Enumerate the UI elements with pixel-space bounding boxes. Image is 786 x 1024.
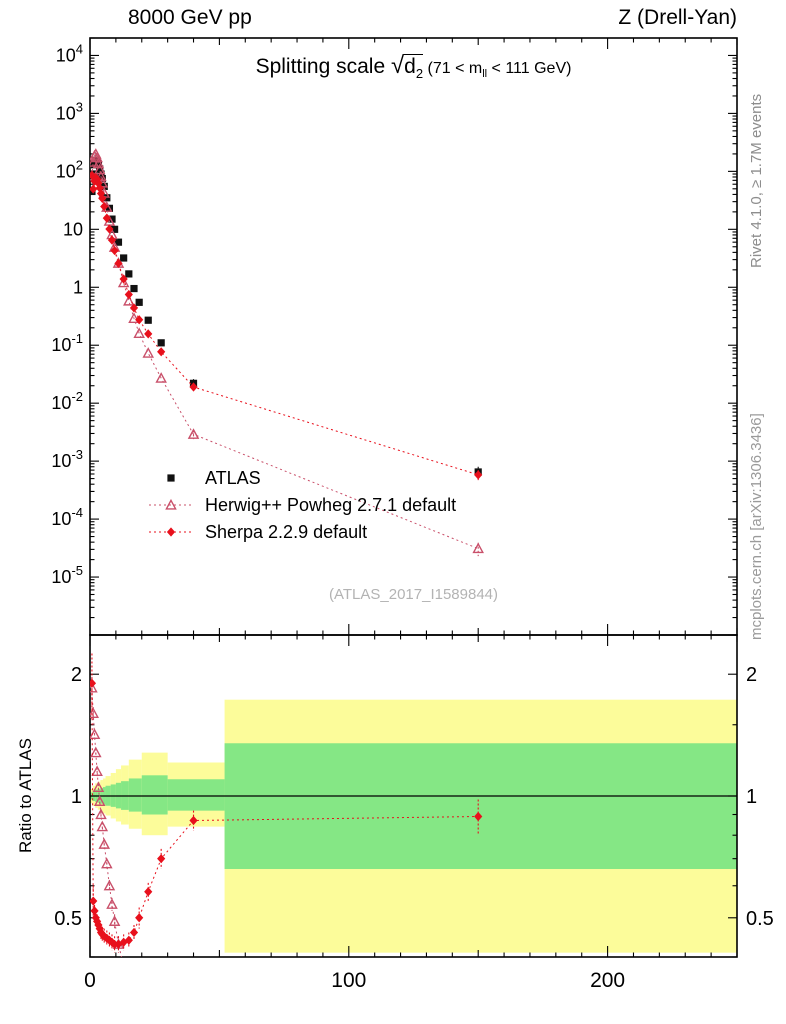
legend: ATLAS Herwig++ Powheg 2.7.1 default Sherpa… [149, 468, 456, 542]
svg-text:2: 2 [71, 664, 82, 686]
svg-text:1: 1 [71, 786, 82, 808]
header-beam-energy: 8000 GeV pp [128, 6, 252, 29]
mcplots-reference-label: mcplots.cern.ch [arXiv:1306.3436] [748, 413, 765, 640]
title-mass-range: (71 < mll < 111 GeV) [423, 60, 572, 81]
title-observable: d2 [404, 54, 424, 82]
ratio-axis-label: Ratio to ATLAS [16, 738, 35, 854]
rivet-version-label: Rivet 4.1.0, ≥ 1.7M events [748, 93, 765, 268]
sqrt-symbol: √ [390, 52, 405, 79]
uncertainty-bands [90, 699, 737, 953]
analysis-id-watermark: (ATLAS_2017_I1589844) [328, 586, 498, 603]
svg-text:100: 100 [331, 969, 366, 992]
svg-text:Sherpa 2.2.9 default: Sherpa 2.2.9 default [205, 522, 367, 542]
axis-ticks [89, 37, 738, 958]
series-herwig-powheg-2-7-1-default [90, 148, 484, 557]
svg-text:104: 104 [56, 41, 83, 65]
series-atlas [90, 156, 482, 479]
svg-text:2: 2 [746, 664, 757, 686]
plot-title: Splitting scale √d2 (71 < mll < 111 GeV) [90, 52, 737, 81]
svg-text:Herwig++ Powheg 2.7.1 default: Herwig++ Powheg 2.7.1 default [205, 495, 456, 515]
svg-text:200: 200 [590, 969, 625, 992]
header-process: Z (Drell-Yan) [618, 6, 737, 29]
ratio-series-sherpa-2-2-9-default [90, 653, 483, 953]
svg-text:0: 0 [84, 969, 96, 992]
svg-text:0.5: 0.5 [746, 908, 774, 930]
svg-text:10-2: 10-2 [51, 389, 83, 413]
svg-text:10: 10 [63, 219, 83, 239]
svg-text:102: 102 [56, 157, 83, 181]
series-sherpa-2-2-9-default [90, 170, 483, 481]
svg-text:ATLAS: ATLAS [205, 468, 261, 488]
svg-text:10-5: 10-5 [51, 563, 83, 587]
svg-text:10-1: 10-1 [51, 331, 83, 355]
svg-text:10-4: 10-4 [51, 505, 83, 529]
svg-text:1: 1 [746, 786, 757, 808]
svg-text:103: 103 [56, 99, 83, 123]
svg-text:0.5: 0.5 [54, 908, 82, 930]
svg-text:10-3: 10-3 [51, 447, 83, 471]
svg-text:1: 1 [73, 277, 83, 297]
title-prefix: Splitting scale [255, 55, 391, 78]
